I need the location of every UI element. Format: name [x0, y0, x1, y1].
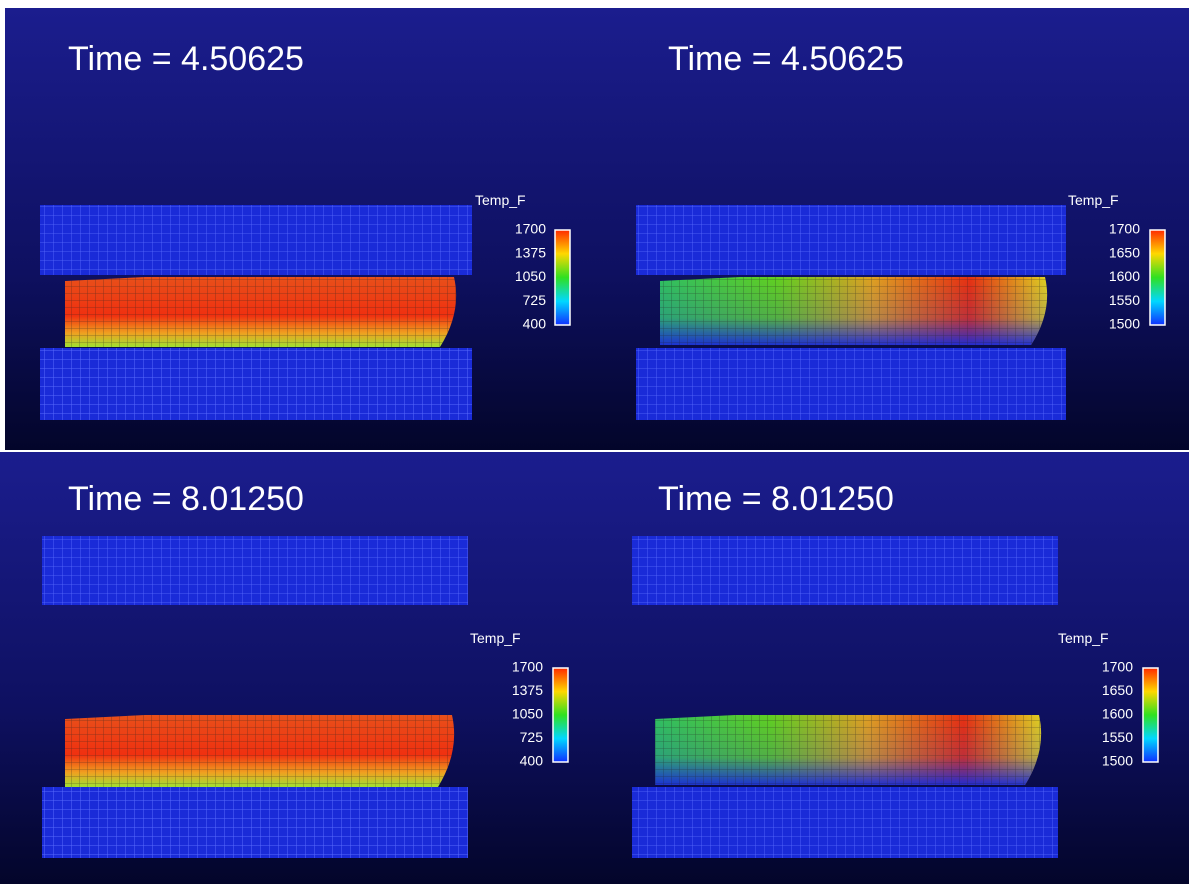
die-mesh [42, 536, 468, 605]
colorbar-label: 1600 [1102, 706, 1133, 722]
time-label: Time = 4.50625 [668, 40, 904, 78]
panel: Time = 4.50625 Temp_F 1700 1375 1050 725 400 [5, 8, 597, 450]
die-mesh [42, 787, 468, 858]
colorbar-label: 400 [520, 753, 544, 769]
colorbar-label: 725 [520, 729, 544, 745]
colorbar-label: 1550 [1109, 292, 1140, 308]
colorbar-label: 725 [523, 292, 547, 308]
legend-title: Temp_F [1068, 192, 1119, 208]
workpiece-mesh [660, 277, 1048, 345]
colorbar [1149, 229, 1166, 326]
legend-title: Temp_F [1058, 630, 1109, 646]
legend-title: Temp_F [470, 630, 521, 646]
colorbar-label: 1375 [512, 682, 543, 698]
die-mesh [632, 536, 1058, 605]
die-mesh [40, 205, 472, 275]
colorbar-label: 1600 [1109, 268, 1140, 284]
die-mesh [636, 348, 1066, 420]
die-mesh [40, 348, 472, 420]
time-label: Time = 4.50625 [68, 40, 304, 78]
colorbar-label: 1500 [1102, 753, 1133, 769]
panel: Time = 8.01250 Temp_F 1700 1375 1050 725 400 [0, 452, 594, 884]
workpiece-mesh [65, 715, 455, 787]
colorbar-label: 1375 [515, 244, 546, 260]
colorbar-label: 1650 [1109, 244, 1140, 260]
panel: Time = 4.50625 Temp_F 1700 1650 1600 1550 1500 [597, 8, 1189, 450]
colorbar [552, 667, 569, 763]
colorbar [1142, 667, 1159, 763]
colorbar-label: 1650 [1102, 682, 1133, 698]
die-mesh [632, 787, 1058, 858]
colorbar-label: 400 [523, 316, 547, 332]
panel: Time = 8.01250 Temp_F 1700 1650 1600 1550 1500 [594, 452, 1189, 884]
colorbar-label: 1700 [512, 659, 543, 675]
colorbar-label: 1700 [515, 221, 546, 237]
legend-title: Temp_F [475, 192, 526, 208]
time-label: Time = 8.01250 [68, 480, 304, 518]
colorbar-label: 1700 [1109, 221, 1140, 237]
colorbar [554, 229, 571, 326]
colorbar-label: 1050 [515, 268, 546, 284]
time-label: Time = 8.01250 [658, 480, 894, 518]
colorbar-label: 1500 [1109, 316, 1140, 332]
workpiece-mesh [655, 715, 1042, 785]
die-mesh [636, 205, 1066, 275]
colorbar-label: 1550 [1102, 729, 1133, 745]
colorbar-label: 1700 [1102, 659, 1133, 675]
workpiece-mesh [65, 277, 457, 347]
colorbar-label: 1050 [512, 706, 543, 722]
